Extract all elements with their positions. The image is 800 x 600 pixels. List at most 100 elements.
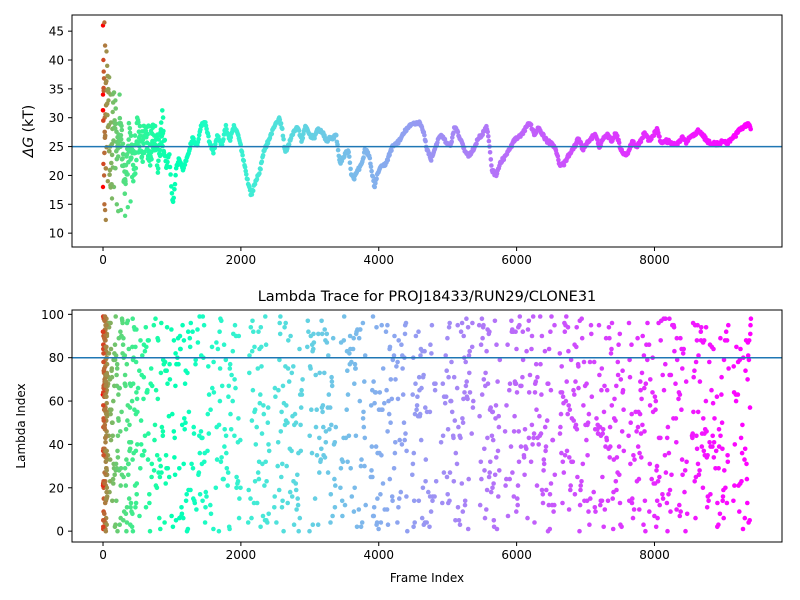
lambda-point bbox=[357, 398, 363, 404]
lambda-point bbox=[278, 429, 284, 434]
lambda-point bbox=[601, 524, 606, 530]
delta-g-y-axis-label: ΔG (kT) bbox=[21, 105, 37, 158]
lambda-point bbox=[122, 372, 128, 378]
lambda-point bbox=[546, 502, 552, 508]
lambda-point bbox=[347, 333, 353, 339]
lambda-point bbox=[617, 331, 623, 337]
delta-g-point bbox=[733, 134, 739, 139]
lambda-point bbox=[649, 476, 654, 482]
lambda-point bbox=[566, 403, 571, 408]
lambda-point bbox=[103, 435, 108, 441]
lambda-point bbox=[277, 331, 283, 337]
lambda-point bbox=[259, 364, 264, 369]
lambda-point bbox=[104, 400, 109, 406]
lambda-point bbox=[539, 333, 545, 339]
lambda-point bbox=[524, 446, 529, 452]
lambda-point bbox=[694, 446, 700, 452]
lambda-point bbox=[584, 437, 589, 443]
lambda-point bbox=[405, 528, 410, 534]
lambda-point bbox=[125, 318, 131, 324]
lambda-point bbox=[469, 431, 475, 436]
lambda-point bbox=[124, 520, 130, 525]
lambda-point bbox=[520, 374, 525, 380]
lambda-point bbox=[291, 522, 297, 527]
lambda-point bbox=[233, 385, 238, 391]
lambda-point bbox=[165, 466, 171, 471]
lambda-point bbox=[142, 448, 147, 454]
delta-g-point bbox=[335, 147, 341, 153]
lambda-point bbox=[340, 513, 345, 519]
lambda-point bbox=[507, 476, 512, 482]
lambda-point bbox=[316, 331, 321, 337]
lambda-point bbox=[647, 461, 653, 467]
lambda-point bbox=[189, 461, 194, 467]
lambda-point bbox=[552, 322, 557, 328]
lambda-point bbox=[462, 498, 468, 504]
delta-g-point bbox=[528, 122, 534, 127]
lambda-point bbox=[516, 429, 521, 434]
lambda-point bbox=[217, 329, 222, 335]
lambda-point bbox=[678, 509, 683, 514]
lambda-y-axis: 0 20 40 60 80 100 bbox=[41, 308, 72, 539]
delta-g-point bbox=[125, 205, 130, 210]
lambda-point bbox=[298, 405, 304, 410]
lambda-point bbox=[578, 487, 583, 493]
lambda-point bbox=[748, 316, 754, 322]
lambda-point bbox=[102, 407, 108, 413]
lambda-point bbox=[305, 344, 310, 350]
lambda-point bbox=[230, 398, 235, 404]
lambda-point bbox=[345, 459, 350, 465]
delta-g-point bbox=[115, 154, 121, 159]
lambda-point bbox=[291, 364, 296, 369]
lambda-point bbox=[321, 424, 326, 430]
lambda-point bbox=[658, 435, 663, 441]
lambda-point bbox=[284, 403, 289, 408]
lambda-point bbox=[481, 377, 487, 382]
lambda-point bbox=[149, 383, 155, 389]
lambda-point bbox=[565, 411, 570, 417]
lambda-point bbox=[428, 342, 433, 348]
lambda-point bbox=[628, 461, 633, 467]
lambda-point bbox=[338, 466, 344, 471]
lambda-point bbox=[640, 333, 645, 339]
lambda-point bbox=[581, 403, 586, 408]
lambda-point bbox=[567, 407, 573, 413]
lambda-point bbox=[171, 429, 177, 434]
lambda-point bbox=[149, 474, 154, 480]
lambda-point bbox=[259, 344, 264, 350]
lambda-point bbox=[568, 487, 573, 493]
lambda-point bbox=[697, 379, 703, 384]
delta-g-point bbox=[133, 171, 138, 176]
lambda-point bbox=[740, 422, 745, 428]
delta-g-point bbox=[245, 176, 250, 182]
lambda-point bbox=[376, 526, 381, 532]
lambda-point bbox=[111, 481, 116, 486]
lambda-point bbox=[177, 333, 183, 339]
lambda-point bbox=[607, 424, 613, 430]
lambda-point bbox=[121, 474, 126, 480]
lambda-point bbox=[534, 407, 539, 413]
delta-g-point bbox=[105, 179, 111, 184]
delta-g-point bbox=[488, 157, 494, 162]
lambda-point bbox=[138, 418, 144, 423]
lambda-point bbox=[411, 498, 417, 504]
lambda-point bbox=[374, 520, 380, 525]
lambda-point bbox=[261, 403, 266, 408]
lambda-point bbox=[699, 444, 705, 449]
lambda-point bbox=[428, 509, 434, 514]
lambda-point bbox=[478, 342, 484, 348]
lambda-point bbox=[460, 416, 465, 421]
delta-g-point bbox=[109, 182, 114, 187]
delta-g-point bbox=[171, 195, 176, 201]
delta-g-point bbox=[385, 157, 391, 163]
lambda-point bbox=[398, 489, 404, 495]
lambda-point bbox=[353, 433, 359, 439]
lambda-point bbox=[530, 442, 535, 447]
lambda-point bbox=[716, 444, 722, 449]
lambda-point bbox=[482, 468, 487, 473]
lambda-point bbox=[211, 359, 216, 365]
delta-g-point bbox=[435, 140, 440, 145]
lambda-point bbox=[102, 366, 107, 371]
lambda-x-axis: 0 2000 4000 6000 8000 bbox=[99, 542, 670, 562]
lambda-point bbox=[426, 489, 431, 495]
